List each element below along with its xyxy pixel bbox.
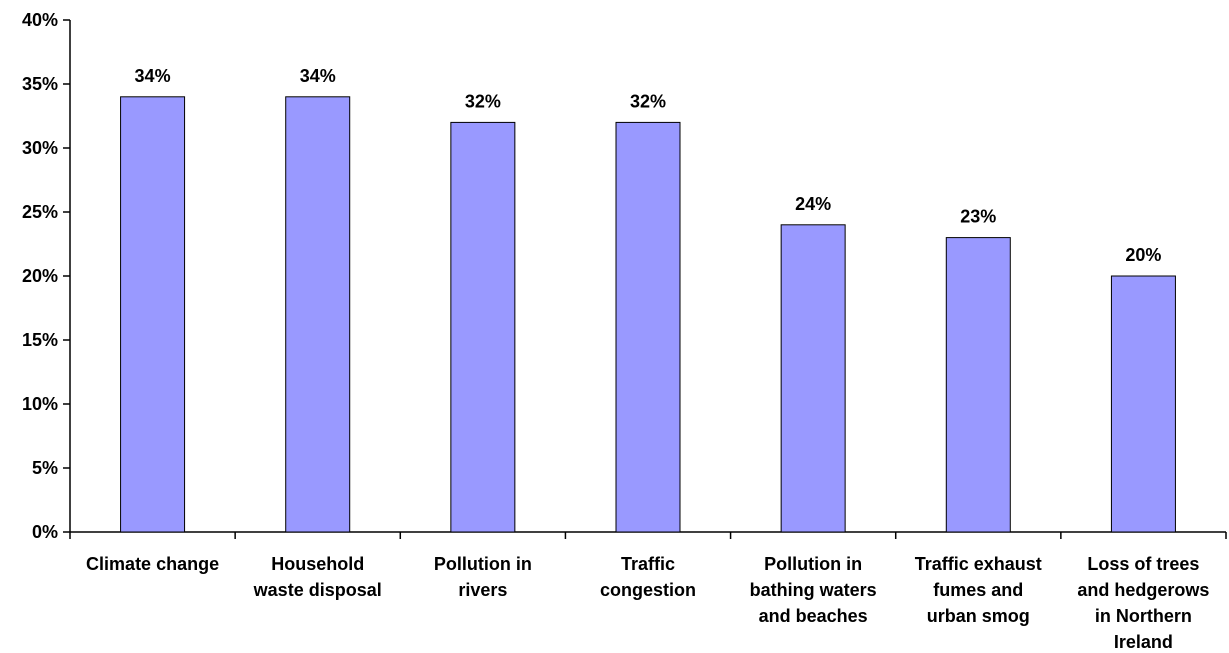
- data-label: 32%: [630, 91, 666, 111]
- bar: [285, 96, 351, 533]
- category-label: Pollution in bathing waters and beaches: [750, 554, 877, 626]
- y-tick-label: 30%: [22, 138, 58, 158]
- y-tick-label: 20%: [22, 266, 58, 286]
- data-label: 34%: [135, 66, 171, 86]
- bar: [1110, 275, 1176, 533]
- bars: [120, 96, 1176, 533]
- y-tick-label: 15%: [22, 330, 58, 350]
- x-axis: [69, 531, 1227, 539]
- bar: [945, 237, 1011, 533]
- data-label: 23%: [960, 207, 996, 227]
- y-tick-label: 10%: [22, 394, 58, 414]
- y-tick-label: 0%: [32, 522, 58, 542]
- bar: [120, 96, 186, 533]
- y-tick-label: 5%: [32, 458, 58, 478]
- bar: [780, 224, 846, 533]
- data-label: 34%: [300, 66, 336, 86]
- category-label: Pollution in rivers: [434, 554, 532, 600]
- category-label: Traffic exhaust fumes and urban smog: [915, 554, 1042, 626]
- category-label: Household waste disposal: [253, 554, 382, 600]
- y-tick-label: 40%: [22, 10, 58, 30]
- data-label: 32%: [465, 91, 501, 111]
- y-tick-label: 25%: [22, 202, 58, 222]
- category-labels: Climate change Household waste disposal Pol…: [86, 554, 1209, 652]
- y-tick-label: 35%: [22, 74, 58, 94]
- bar: [450, 121, 516, 533]
- category-label: Climate change: [86, 554, 219, 574]
- bar: [615, 121, 681, 533]
- y-axis: 0% 5% 10% 15% 20% 25% 30% 35% 40%: [22, 10, 71, 542]
- data-label: 24%: [795, 194, 831, 214]
- data-label: 20%: [1125, 245, 1161, 265]
- category-label: Loss of trees and hedgerows in Northern Ire…: [1077, 554, 1209, 652]
- category-label: Traffic congestion: [600, 554, 696, 600]
- data-labels: 34% 34% 32% 32% 24% 23% 20%: [135, 66, 1162, 265]
